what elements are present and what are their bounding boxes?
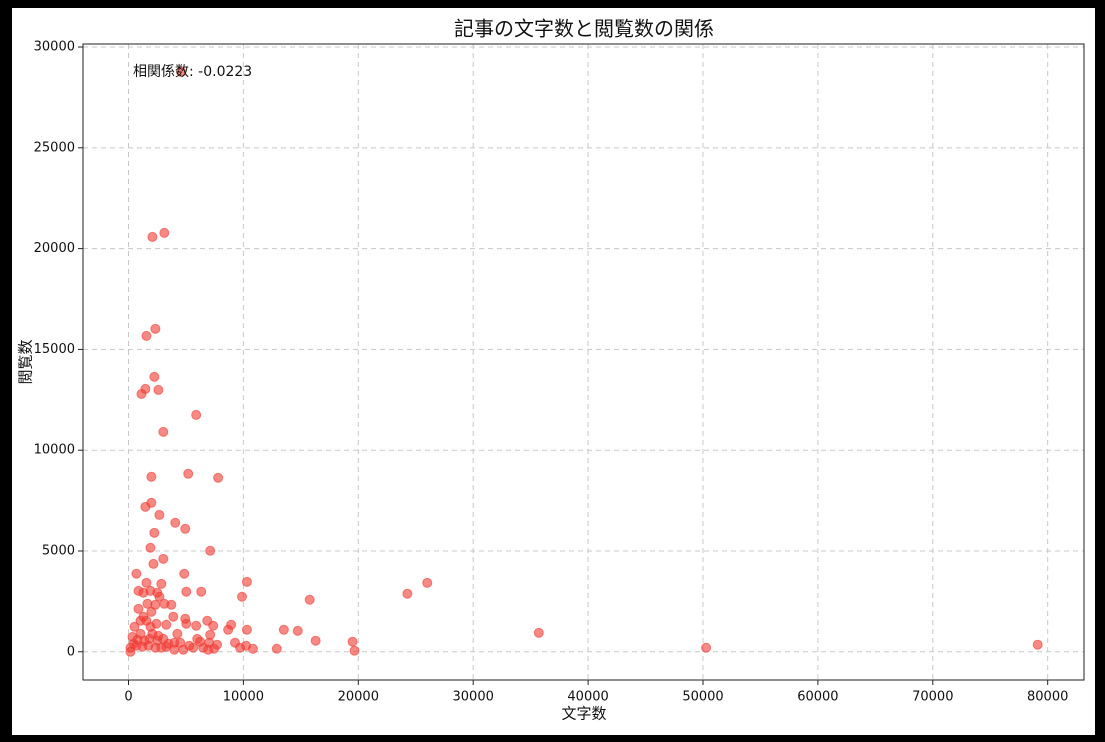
point (145, 585, 156, 596)
x-tick-label: 40000 (567, 690, 608, 705)
point (533, 627, 544, 638)
point (176, 67, 187, 78)
point (278, 624, 289, 635)
point (196, 586, 207, 597)
point (235, 642, 246, 653)
point (347, 636, 358, 647)
point (188, 642, 199, 653)
point (150, 323, 161, 334)
point (153, 384, 164, 395)
point (168, 611, 179, 622)
y-tick-label: 5000 (42, 543, 75, 558)
point (140, 501, 151, 512)
x-tick-label: 60000 (797, 690, 838, 705)
point (148, 558, 159, 569)
point (133, 603, 144, 614)
y-tick-label: 20000 (34, 241, 75, 256)
point (179, 568, 190, 579)
y-tick-label: 15000 (34, 342, 75, 357)
x-tick-label: 20000 (338, 690, 379, 705)
point (154, 591, 165, 602)
point (172, 628, 183, 639)
point (1032, 639, 1043, 650)
point (349, 645, 360, 656)
point (213, 472, 224, 483)
point (247, 643, 258, 654)
canvas (12, 8, 1095, 735)
point (402, 588, 413, 599)
point (146, 606, 157, 617)
point (136, 388, 147, 399)
point (163, 638, 174, 649)
point (209, 643, 220, 654)
point (145, 542, 156, 553)
point (191, 409, 202, 420)
point (152, 635, 163, 646)
point (170, 517, 181, 528)
point (208, 620, 219, 631)
point (223, 624, 234, 635)
point (147, 231, 158, 242)
y-tick-label: 10000 (34, 443, 75, 458)
point (146, 471, 157, 482)
point (145, 621, 156, 632)
point (166, 599, 177, 610)
point (183, 468, 194, 479)
point (181, 618, 192, 629)
x-axis-label: 文字数 (561, 705, 606, 723)
point (156, 578, 167, 589)
point (141, 577, 152, 588)
point (128, 638, 139, 649)
point (149, 371, 160, 382)
point (158, 553, 169, 564)
x-tick-label: 10000 (223, 690, 264, 705)
point (154, 509, 165, 520)
point (131, 568, 142, 579)
point (181, 586, 192, 597)
point (149, 527, 160, 538)
chart-title: 記事の文字数と閲覧数の関係 (454, 17, 714, 41)
y-axis-label: 閲覧数 (17, 339, 35, 384)
point (129, 621, 140, 632)
y-tick-label: 30000 (34, 40, 75, 55)
point (191, 620, 202, 631)
point (159, 227, 170, 238)
point (292, 625, 303, 636)
x-tick-label: 0 (124, 690, 132, 705)
x-tick-label: 30000 (453, 690, 494, 705)
point (310, 635, 321, 646)
point (237, 591, 248, 602)
point (158, 426, 169, 437)
x-tick-label: 80000 (1027, 690, 1068, 705)
x-tick-label: 70000 (912, 690, 953, 705)
annotation: 相関係数: -0.0223 (133, 64, 252, 80)
point (178, 644, 189, 655)
point (422, 577, 433, 588)
point (180, 523, 191, 534)
plot-frame (82, 43, 1085, 681)
point (304, 594, 315, 605)
point (205, 545, 216, 556)
point (271, 643, 282, 654)
point (161, 619, 172, 630)
point (141, 330, 152, 341)
y-tick-label: 25000 (34, 140, 75, 155)
point (241, 624, 252, 635)
point (241, 576, 252, 587)
x-tick-label: 50000 (682, 690, 723, 705)
y-tick-label: 0 (67, 644, 75, 659)
point (138, 611, 149, 622)
point (701, 642, 712, 653)
